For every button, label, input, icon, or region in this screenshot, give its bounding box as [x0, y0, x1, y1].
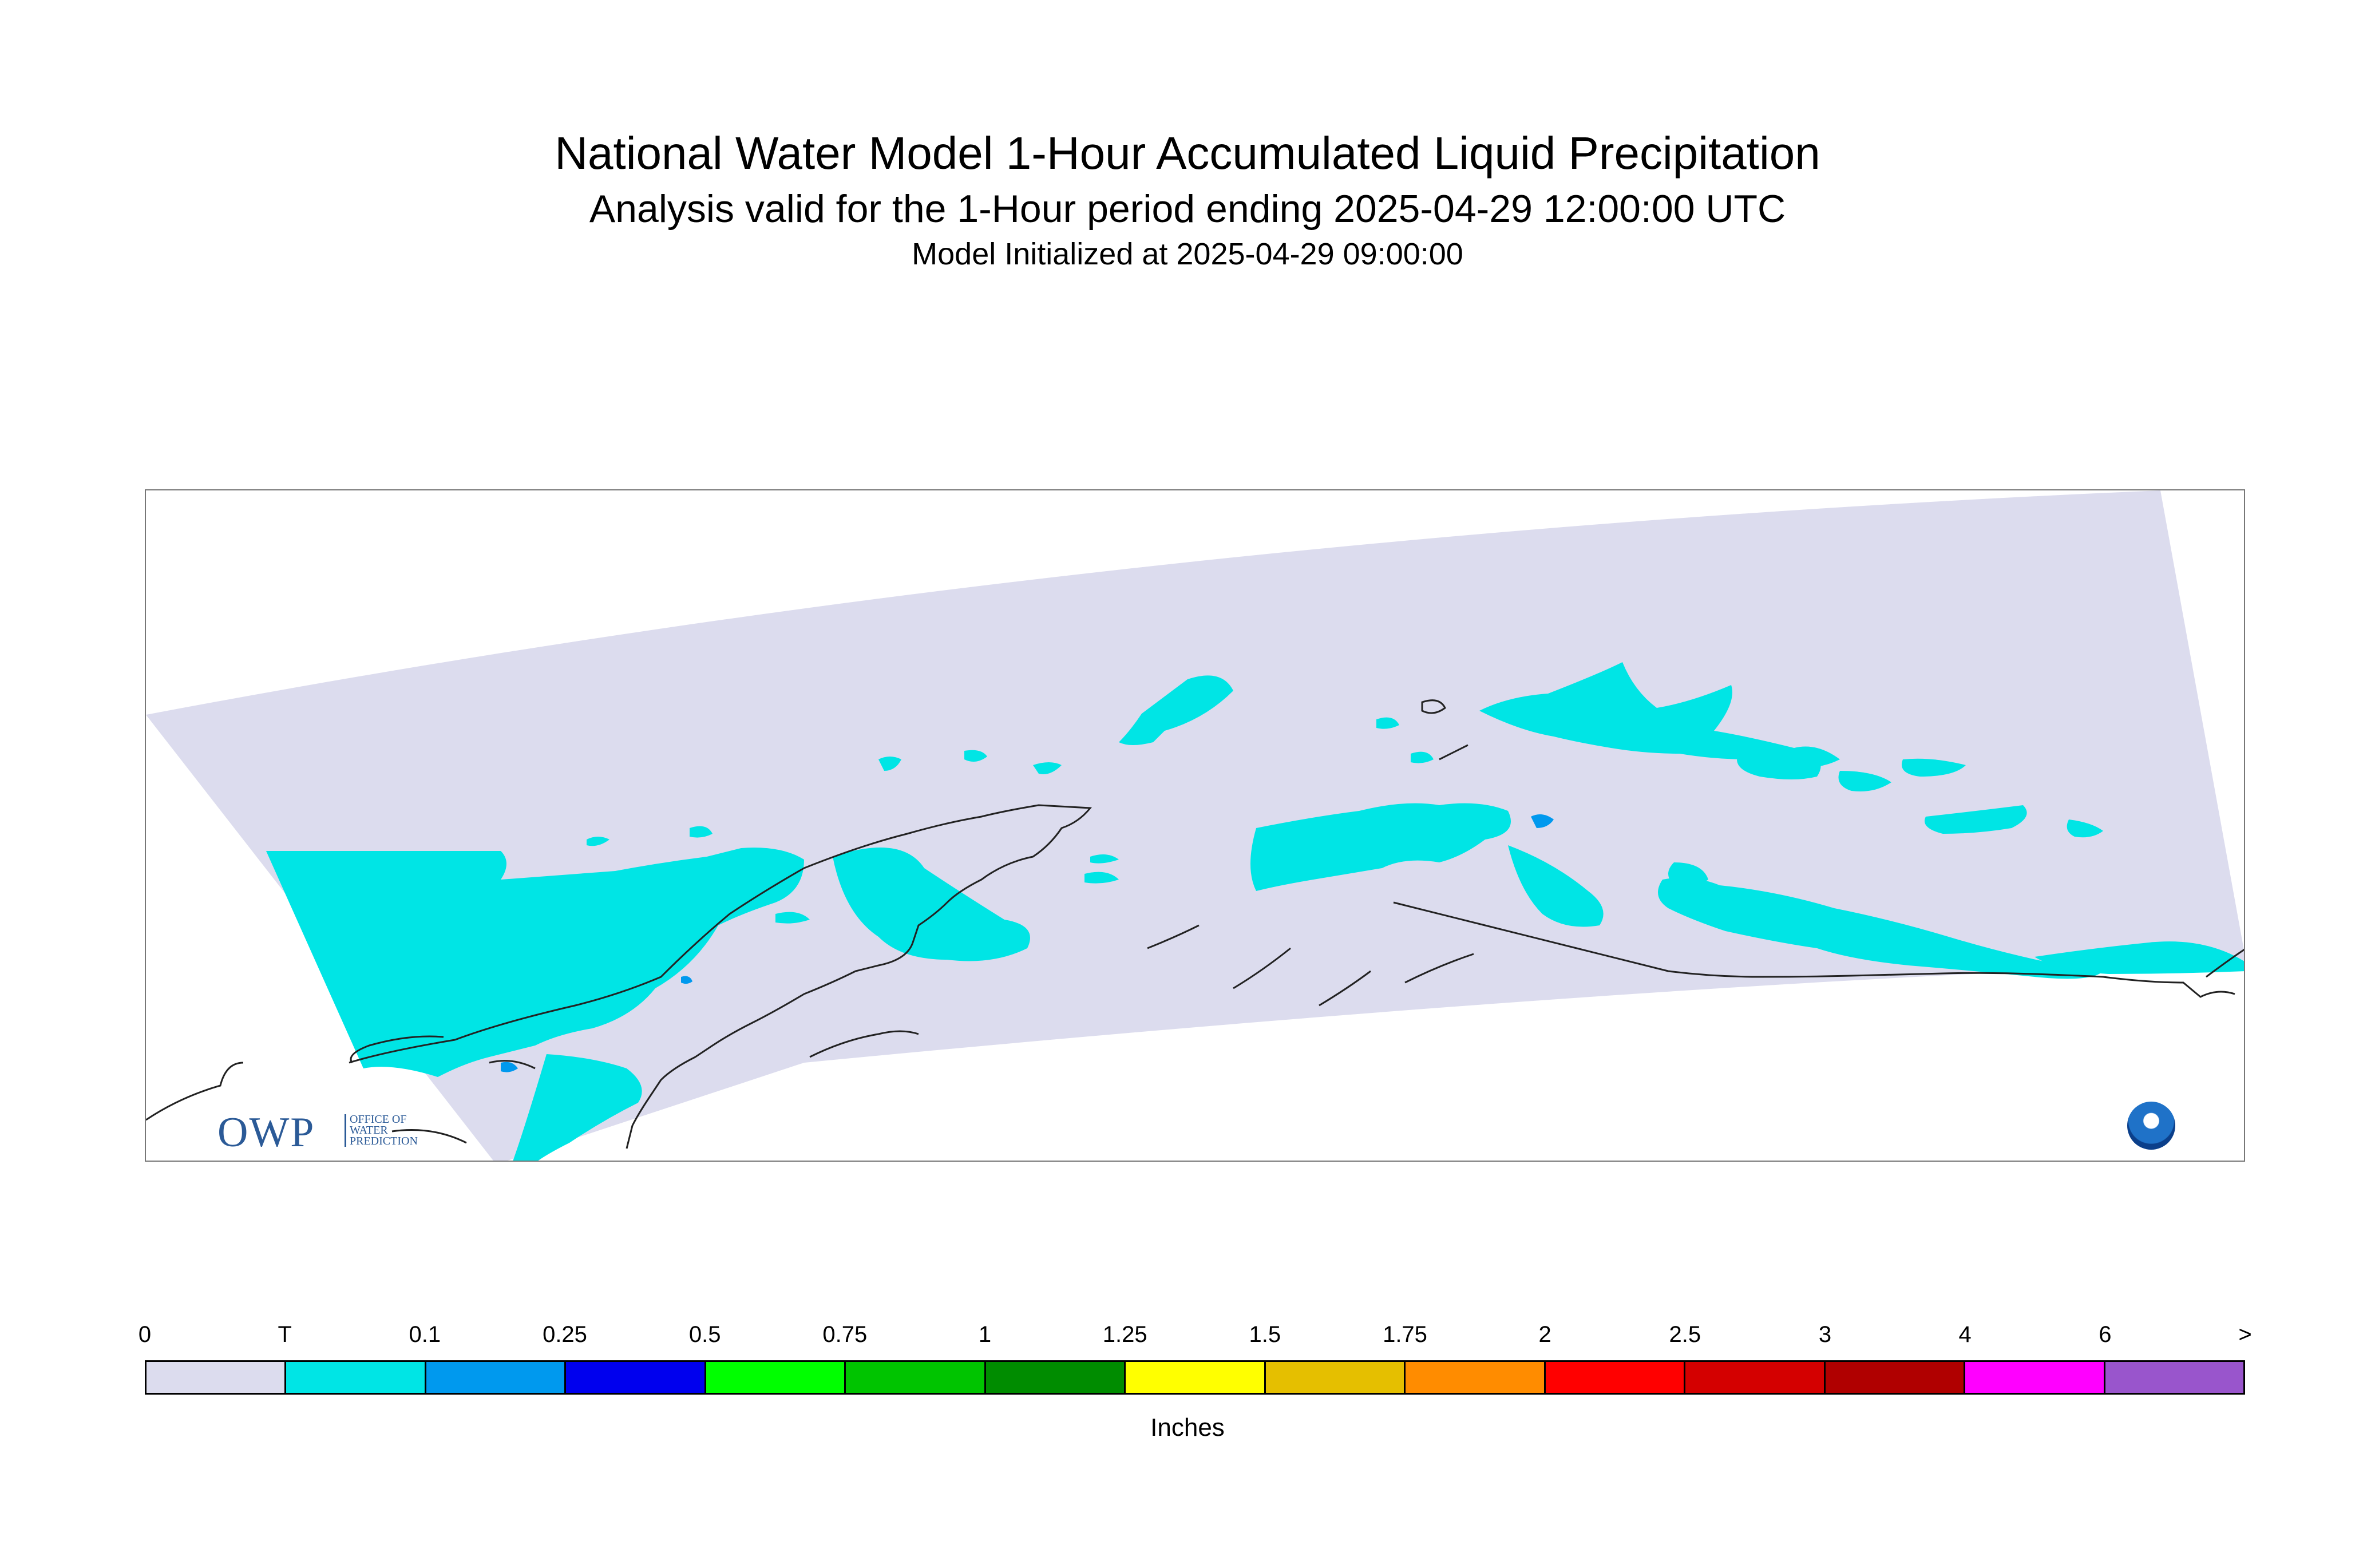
owp-line-3: PREDICTION [350, 1135, 418, 1147]
colorbar-tick-label: 1 [978, 1322, 992, 1347]
colorbar-tick-label: 0.1 [409, 1322, 441, 1347]
colorbar-bin [286, 1362, 426, 1393]
trace-precip-areas [266, 662, 2244, 1161]
colorbar-tick-label: 0.75 [822, 1322, 868, 1347]
colorbar-bin [706, 1362, 846, 1393]
owp-wordmark: OFFICE OF WATER PREDICTION [345, 1114, 418, 1147]
colorbar-bin [426, 1362, 567, 1393]
precipitation-map: OWP OFFICE OF WATER PREDICTION [145, 489, 2245, 1162]
colorbar-tick-label: 2.5 [1669, 1322, 1701, 1347]
model-init-time: Model Initialized at 2025-04-29 09:00:00 [912, 237, 1463, 271]
colorbar-bin [1685, 1362, 1826, 1393]
model-domain [146, 490, 2244, 1161]
colorbar-tick-label: 0.5 [688, 1322, 721, 1347]
colorbar-bin [2105, 1362, 2244, 1393]
noaa-logo-icon [2127, 1102, 2175, 1150]
colorbar-bin [1406, 1362, 1546, 1393]
owp-logo: OWP OFFICE OF WATER PREDICTION [217, 1108, 418, 1156]
colorbar-tick-label: 2 [1538, 1322, 1551, 1347]
legend-units: Inches [1150, 1413, 1225, 1442]
colorbar-bin [846, 1362, 986, 1393]
owp-line-1: OFFICE OF [350, 1113, 407, 1126]
colorbar-tick-label: 4 [1958, 1322, 1972, 1347]
map-title: National Water Model 1-Hour Accumulated … [555, 128, 1820, 179]
colorbar-tick-label: > [2238, 1322, 2252, 1347]
colorbar-bin [985, 1362, 1126, 1393]
colorbar-tick-label: 1.25 [1102, 1322, 1147, 1347]
coastlines [146, 699, 2244, 1149]
precip-colorbar [145, 1360, 2245, 1395]
colorbar-tick-label: 0 [138, 1322, 152, 1347]
colorbar-tick-label: 6 [2099, 1322, 2112, 1347]
colorbar-bin [1545, 1362, 1686, 1393]
colorbar-bin [1825, 1362, 1966, 1393]
colorbar-tick-label: 3 [1818, 1322, 1832, 1347]
colorbar-tick-label: 1.5 [1249, 1322, 1281, 1347]
colorbar-bin [1965, 1362, 2105, 1393]
map-subtitle: Analysis valid for the 1-Hour period end… [589, 187, 1786, 231]
colorbar-tick-label: 1.75 [1383, 1322, 1427, 1347]
colorbar-tick-label: T [278, 1322, 292, 1347]
owp-line-2: WATER [350, 1124, 388, 1137]
colorbar-bin [566, 1362, 706, 1393]
owp-letters: OWP [217, 1109, 315, 1156]
colorbar-bin [1265, 1362, 1406, 1393]
colorbar-bin [1126, 1362, 1266, 1393]
colorbar-tick-label: 0.25 [543, 1322, 587, 1347]
colorbar-bin [147, 1362, 287, 1393]
light-precip-spots [501, 814, 1554, 1072]
